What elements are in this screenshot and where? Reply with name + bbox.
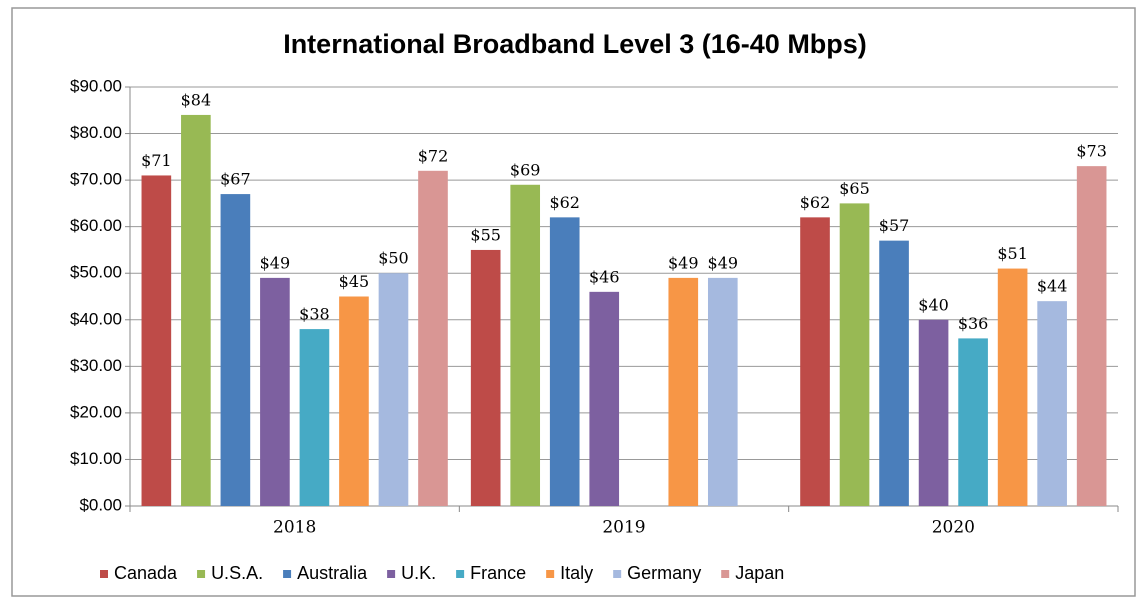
y-tick-label: $40.00 [70,309,122,328]
bar [839,203,870,506]
data-label: $49 [708,253,739,272]
y-tick-label: $60.00 [70,216,122,235]
x-tick-label: 2020 [932,518,975,538]
y-tick-label: $80.00 [70,123,122,142]
chart-title: International Broadband Level 3 (16-40 M… [283,29,867,59]
legend-label: Italy [560,563,593,583]
y-tick-label: $10.00 [70,449,122,468]
data-label: $62 [800,193,831,212]
x-tick-label: 2019 [602,518,645,538]
bar [378,273,409,506]
bar [1076,166,1107,506]
legend-swatch [197,570,206,578]
legend-label: Canada [114,563,178,583]
bar [260,277,290,506]
y-tick-label: $0.00 [79,495,122,514]
legend-label: France [470,563,526,583]
bar [339,296,369,506]
data-label: $45 [339,272,370,291]
bar [141,175,172,506]
legend-label: Japan [735,563,784,583]
y-tick-label: $50.00 [70,263,122,282]
legend-swatch [546,570,555,578]
bar [918,319,949,506]
data-label: $69 [510,160,541,179]
bar [997,268,1028,506]
bar [299,329,330,506]
data-label: $51 [997,244,1028,263]
legend-swatch [456,570,465,578]
bar [510,184,541,506]
data-label: $71 [141,151,172,170]
data-label: $72 [418,146,449,165]
bar [549,217,580,506]
data-label: $46 [589,267,620,286]
data-label: $73 [1076,142,1107,161]
data-label: $50 [378,249,409,268]
legend-label: U.K. [401,563,436,583]
legend-label: Germany [627,563,701,583]
data-label: $67 [220,170,251,189]
data-label: $49 [260,253,291,272]
data-label: $38 [299,305,330,324]
data-label: $84 [181,90,212,109]
legend-swatch [721,570,730,578]
data-label: $49 [668,253,699,272]
bar [800,217,830,506]
data-label: $62 [549,193,580,212]
data-label: $55 [470,225,501,244]
bar [589,291,620,506]
bar [707,277,738,506]
legend-swatch [283,570,292,578]
bar [220,194,251,507]
data-label: $44 [1037,277,1068,296]
data-label: $36 [958,314,989,333]
legend-label: Australia [297,563,368,583]
bar [1037,301,1067,506]
y-tick-label: $90.00 [70,76,122,95]
data-label: $57 [879,216,910,235]
data-label: $65 [839,179,870,198]
y-tick-label: $30.00 [70,356,122,375]
bar [470,249,501,506]
bar [879,240,909,506]
x-tick-label: 2018 [273,518,316,538]
y-tick-label: $20.00 [70,402,122,421]
legend-label: U.S.A. [211,563,263,583]
bar [181,114,211,506]
data-label: $40 [918,295,949,314]
legend-swatch [613,570,622,578]
y-tick-label: $70.00 [70,170,122,189]
legend-swatch [100,570,108,578]
bar [958,338,988,506]
bar [668,277,699,506]
legend-swatch [387,570,396,578]
bar [418,170,448,507]
